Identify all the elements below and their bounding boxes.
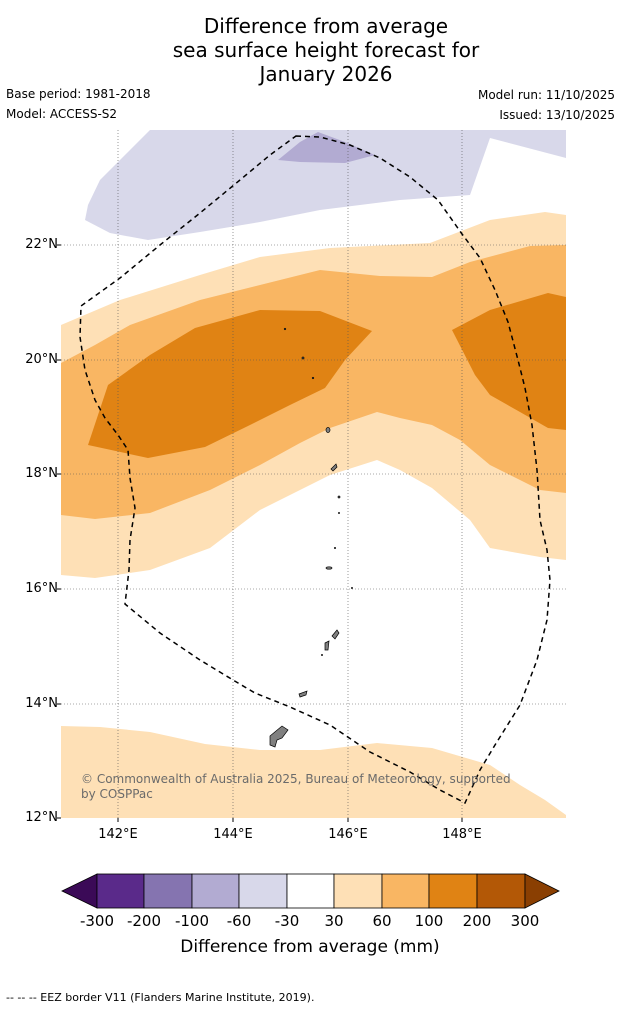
island — [298, 690, 308, 698]
colorbar-swatch — [191, 873, 240, 909]
model-name: Model: ACCESS-S2 — [6, 107, 118, 121]
lat-label-18n: 18°N — [25, 466, 58, 481]
lon-label-146e: 146°E — [328, 827, 368, 842]
island-dot — [283, 327, 287, 331]
contour-pos-100-west — [88, 310, 372, 458]
colorbar-label: 30 — [324, 912, 344, 930]
colorbar-label: -60 — [226, 912, 252, 930]
island — [330, 463, 338, 472]
colorbar-extend-low — [61, 873, 98, 909]
lon-label-142e: 142°E — [98, 827, 138, 842]
island-dot — [301, 356, 305, 360]
island-dot — [337, 495, 341, 499]
title-line-1: Difference from average — [203, 14, 449, 38]
colorbar-label: 200 — [462, 912, 492, 930]
colorbar-label: -30 — [274, 912, 300, 930]
island — [324, 640, 330, 651]
map-title: Difference from average sea surface heig… — [0, 14, 621, 86]
colorbar-label: -300 — [79, 912, 115, 930]
island-dot — [333, 546, 337, 550]
colorbar-label: -200 — [126, 912, 162, 930]
map-area — [61, 130, 566, 818]
island — [325, 566, 333, 570]
base-period: Base period: 1981-2018 — [6, 87, 151, 101]
title-line-2: sea surface height forecast for — [172, 38, 480, 62]
colorbar-label: 300 — [510, 912, 540, 930]
colorbar-title: Difference from average (mm) — [180, 937, 440, 957]
colorbar-label: 60 — [372, 912, 392, 930]
gridlines — [61, 130, 566, 818]
colorbar-label: 100 — [414, 912, 444, 930]
lat-label-14n: 14°N — [25, 696, 58, 711]
contour-pos-100-east — [452, 293, 566, 430]
islands — [269, 327, 353, 748]
colorbar-swatch — [96, 873, 145, 909]
colorbar-swatch — [428, 873, 478, 909]
colorbar-swatch — [381, 873, 430, 909]
colorbar — [61, 873, 560, 909]
island-dot — [311, 376, 315, 380]
island — [325, 427, 331, 433]
lon-label-144e: 144°E — [213, 827, 253, 842]
island-guam — [269, 725, 289, 748]
colorbar-swatch — [476, 873, 526, 909]
colorbar-swatch — [286, 873, 335, 909]
tick-marks — [57, 244, 463, 822]
contour-pos-30-south — [61, 726, 566, 818]
lon-label-148e: 148°E — [442, 827, 482, 842]
issued-date: Issued: 13/10/2025 — [499, 108, 615, 122]
colorbar-label: -100 — [174, 912, 210, 930]
lat-label-22n: 22°N — [25, 237, 58, 252]
island-dot — [338, 512, 340, 514]
contour-neg-60 — [278, 132, 375, 163]
copyright-notice: © Commonwealth of Australia 2025, Bureau… — [81, 772, 511, 801]
colorbar-swatch — [333, 873, 383, 909]
model-run: Model run: 11/10/2025 — [477, 88, 615, 102]
lat-label-12n: 12°N — [25, 810, 58, 825]
eez-footnote: -- -- -- EEZ border V11 (Flanders Marine… — [6, 991, 315, 1004]
island-dot — [351, 587, 353, 589]
lat-label-20n: 20°N — [25, 352, 58, 367]
title-line-3: January 2026 — [259, 62, 393, 86]
island-dot — [321, 654, 323, 656]
colorbar-swatch — [143, 873, 193, 909]
eez-border — [79, 135, 551, 805]
lat-label-16n: 16°N — [25, 581, 58, 596]
island — [331, 629, 340, 640]
contour-neg-30 — [85, 130, 566, 240]
colorbar-swatch — [238, 873, 288, 909]
colorbar-extend-high — [524, 873, 560, 909]
